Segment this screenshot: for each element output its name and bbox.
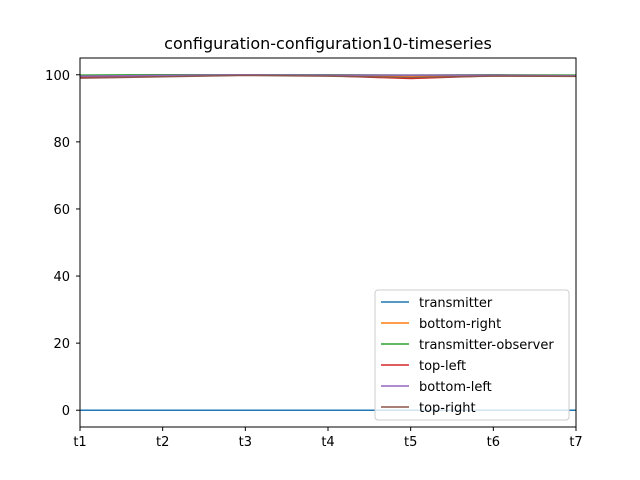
x-tick-label: t3 <box>239 435 252 450</box>
series-line-top-right <box>79 74 577 79</box>
chart-title: configuration-configuration10-timeseries <box>164 34 492 53</box>
x-tick-label: t5 <box>404 435 417 450</box>
x-tick-label: t1 <box>73 435 86 450</box>
legend-label-top-left: top-left <box>419 359 466 374</box>
legend-label-bottom-left: bottom-left <box>419 380 492 395</box>
y-tick-label: 0 <box>62 404 70 419</box>
y-tick-label: 100 <box>45 69 70 84</box>
legend-label-transmitter: transmitter <box>419 296 493 311</box>
series-line-bottom-left <box>79 74 577 77</box>
legend-label-bottom-right: bottom-right <box>419 317 501 332</box>
x-axis: t1 t2 t3 t4 t5 t6 t7 <box>73 427 583 450</box>
legend: transmitter bottom-right transmitter-obser… <box>374 289 570 421</box>
x-tick-label: t2 <box>156 435 169 450</box>
x-tick-label: t4 <box>321 435 334 450</box>
x-tick-label: t7 <box>569 435 582 450</box>
legend-label-transmitter-observer: transmitter-observer <box>419 338 554 353</box>
y-tick-label: 80 <box>53 136 70 151</box>
y-tick-label: 60 <box>53 203 70 218</box>
y-axis: 0 20 40 60 80 100 <box>45 69 80 419</box>
y-tick-label: 40 <box>53 270 70 285</box>
x-tick-label: t6 <box>487 435 500 450</box>
y-tick-label: 20 <box>53 337 70 352</box>
legend-label-top-right: top-right <box>419 401 476 416</box>
legend-box <box>374 289 570 421</box>
